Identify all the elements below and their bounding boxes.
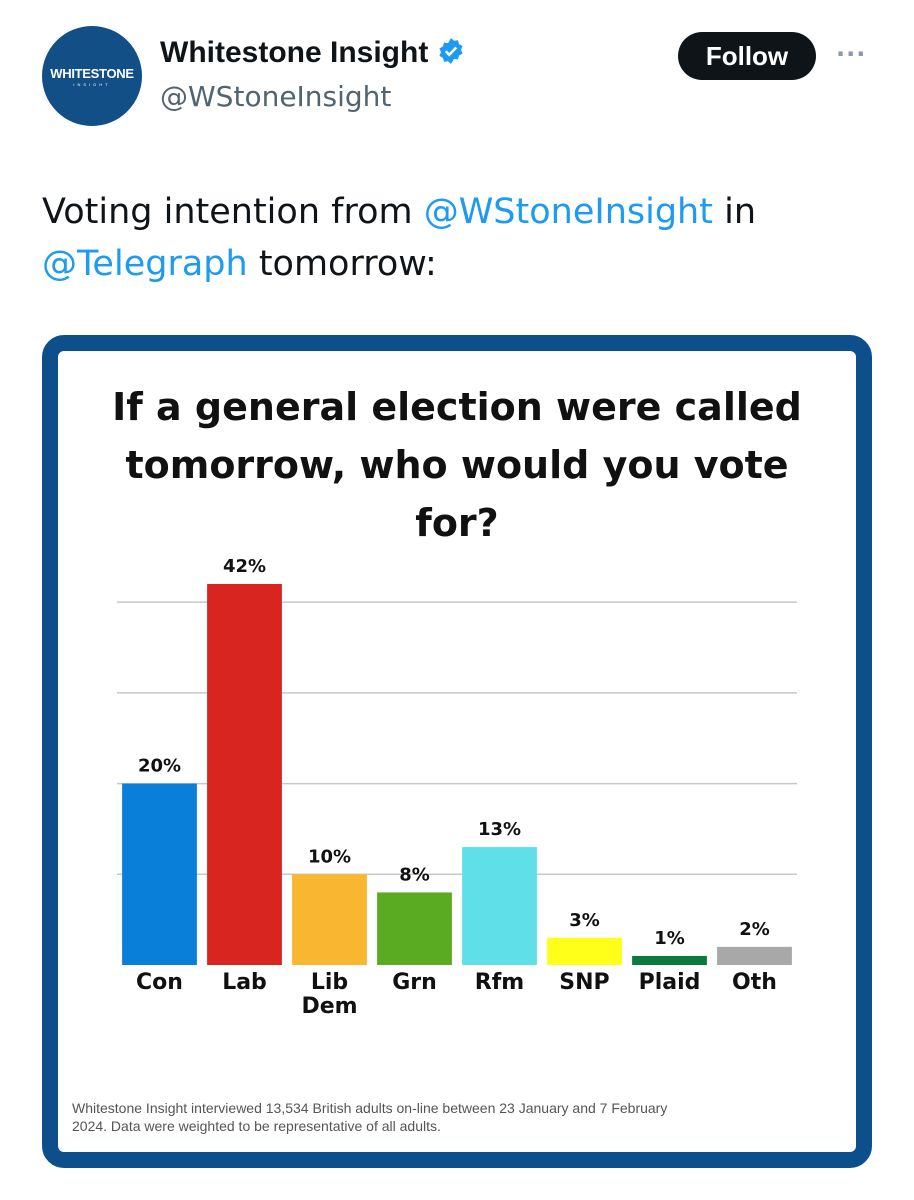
x-tick-label: Con [136,970,183,995]
logo-text: WHITESTONE [50,66,134,81]
bar [122,783,197,965]
data-label: 2% [739,919,770,940]
tweet-text: Voting intention from @WStoneInsight in … [42,186,862,290]
name-text: Whitestone Insight [160,36,429,69]
chart-note: Whitestone Insight interviewed 13,534 Br… [72,1100,668,1134]
bar [632,955,707,965]
author-handle[interactable]: @WStoneInsight [160,80,392,113]
text: in [712,192,757,232]
data-label: 1% [654,928,685,949]
data-label: 10% [308,846,351,867]
data-label: 42% [223,556,266,577]
bar [207,584,282,965]
data-label: 13% [478,819,521,840]
text: Voting intention from [42,192,424,232]
chart-title: If a general election were called tomorr… [112,385,802,545]
mention[interactable]: @Telegraph [42,244,248,284]
x-tick-label: Rfm [474,970,525,995]
bar [717,946,792,965]
image-frame[interactable] [42,335,872,1168]
verified-badge [439,38,463,64]
bar [377,892,452,965]
x-tick-label: Grn [392,970,437,995]
x-tick-label: Plaid [638,970,701,995]
x-tick-label: Lib Dem [301,970,358,1019]
x-tick-label: Lab [222,970,267,995]
mention[interactable]: @WStoneInsight [423,192,713,232]
data-label: 3% [569,910,600,931]
follow-button[interactable]: Follow [678,32,816,80]
bar [292,874,367,965]
x-tick-label: SNP [559,970,610,995]
logo-sub: INSIGHT [73,82,111,87]
data-label: 8% [399,864,430,885]
text: tomorrow: [247,244,437,284]
more-menu[interactable]: ··· [836,40,867,68]
bar [547,937,622,965]
data-label: 20% [138,756,181,777]
bar [462,847,537,965]
avatar[interactable]: WHITESTONE INSIGHT [42,26,142,126]
x-tick-label: Oth [732,970,777,995]
author-name[interactable]: Whitestone Insight [160,36,465,70]
